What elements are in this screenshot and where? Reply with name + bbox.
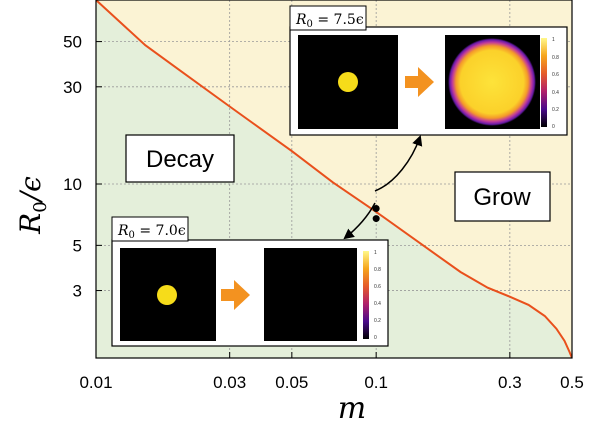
svg-text:0: 0 [552, 124, 555, 130]
y-tick-label-1: 5 [73, 236, 82, 255]
x-tick-label-3: 0.1 [364, 373, 388, 392]
initial-droplet [338, 72, 358, 92]
x-tick-label-2: 0.05 [275, 373, 308, 392]
inset-decay: 1 0.8 0.6 0.4 0.2 0 R0 = 7.0ϵ [111, 216, 389, 347]
phase-boundary-line [96, 0, 572, 358]
right-arrow-icon [221, 280, 250, 310]
svg-text:R0/ϵ: R0/ϵ [14, 176, 51, 235]
arrow-to-top-inset [374, 135, 423, 192]
svg-text:1: 1 [374, 250, 377, 256]
marker-point-decay [372, 215, 380, 223]
svg-text:0.4: 0.4 [374, 301, 381, 307]
decay-label: Decay [146, 146, 214, 173]
svg-text:0.2: 0.2 [552, 107, 559, 113]
colorbar-bottom [363, 251, 369, 339]
y-tick-label-0: 3 [73, 282, 82, 301]
arrow-to-bottom-inset [343, 202, 376, 240]
y-axis-title: R0/ϵ [14, 176, 51, 235]
x-tick-label-5: 0.5 [560, 373, 584, 392]
y-tick-label-3: 30 [63, 78, 82, 97]
right-arrow-icon [405, 67, 434, 97]
x-tick-label-4: 0.3 [498, 373, 522, 392]
grow-label: Grow [473, 184, 531, 211]
x-axis-title: m [338, 391, 366, 426]
colorbar-top-ticks: 1 0.8 0.6 0.4 0.2 0 [552, 37, 559, 130]
initial-droplet-decay [157, 285, 177, 305]
svg-text:0.8: 0.8 [374, 267, 381, 273]
inset-decay-label: R0 = 7.0ϵ [117, 223, 186, 241]
svg-text:0.2: 0.2 [374, 318, 381, 324]
decay-label-box: Decay [125, 134, 235, 183]
grown-droplet [448, 38, 536, 126]
axis-ticks [95, 41, 573, 358]
svg-text:1: 1 [552, 37, 555, 43]
inset-grow-label: R0 = 7.5ϵ [295, 12, 364, 30]
x-tick-label-0: 0.01 [79, 373, 112, 392]
svg-text:0: 0 [374, 335, 377, 341]
y-tick-label-4: 50 [63, 33, 82, 52]
svg-text:0.6: 0.6 [374, 284, 381, 290]
y-tick-label-2: 10 [63, 175, 82, 194]
plot-frame [95, 0, 573, 359]
grow-label-box: Grow [454, 171, 551, 222]
colorbar-bottom-ticks: 1 0.8 0.6 0.4 0.2 0 [374, 250, 381, 341]
x-tick-label-1: 0.03 [213, 373, 246, 392]
colorbar-top [541, 38, 547, 127]
inset-grow: 1 0.8 0.6 0.4 0.2 0 R0 = 7.5ϵ [289, 5, 568, 136]
decayed-panel [264, 248, 357, 341]
svg-text:0.4: 0.4 [552, 90, 559, 96]
svg-text:0.8: 0.8 [552, 55, 559, 61]
svg-text:0.6: 0.6 [552, 72, 559, 78]
marker-point-grow [372, 204, 380, 212]
